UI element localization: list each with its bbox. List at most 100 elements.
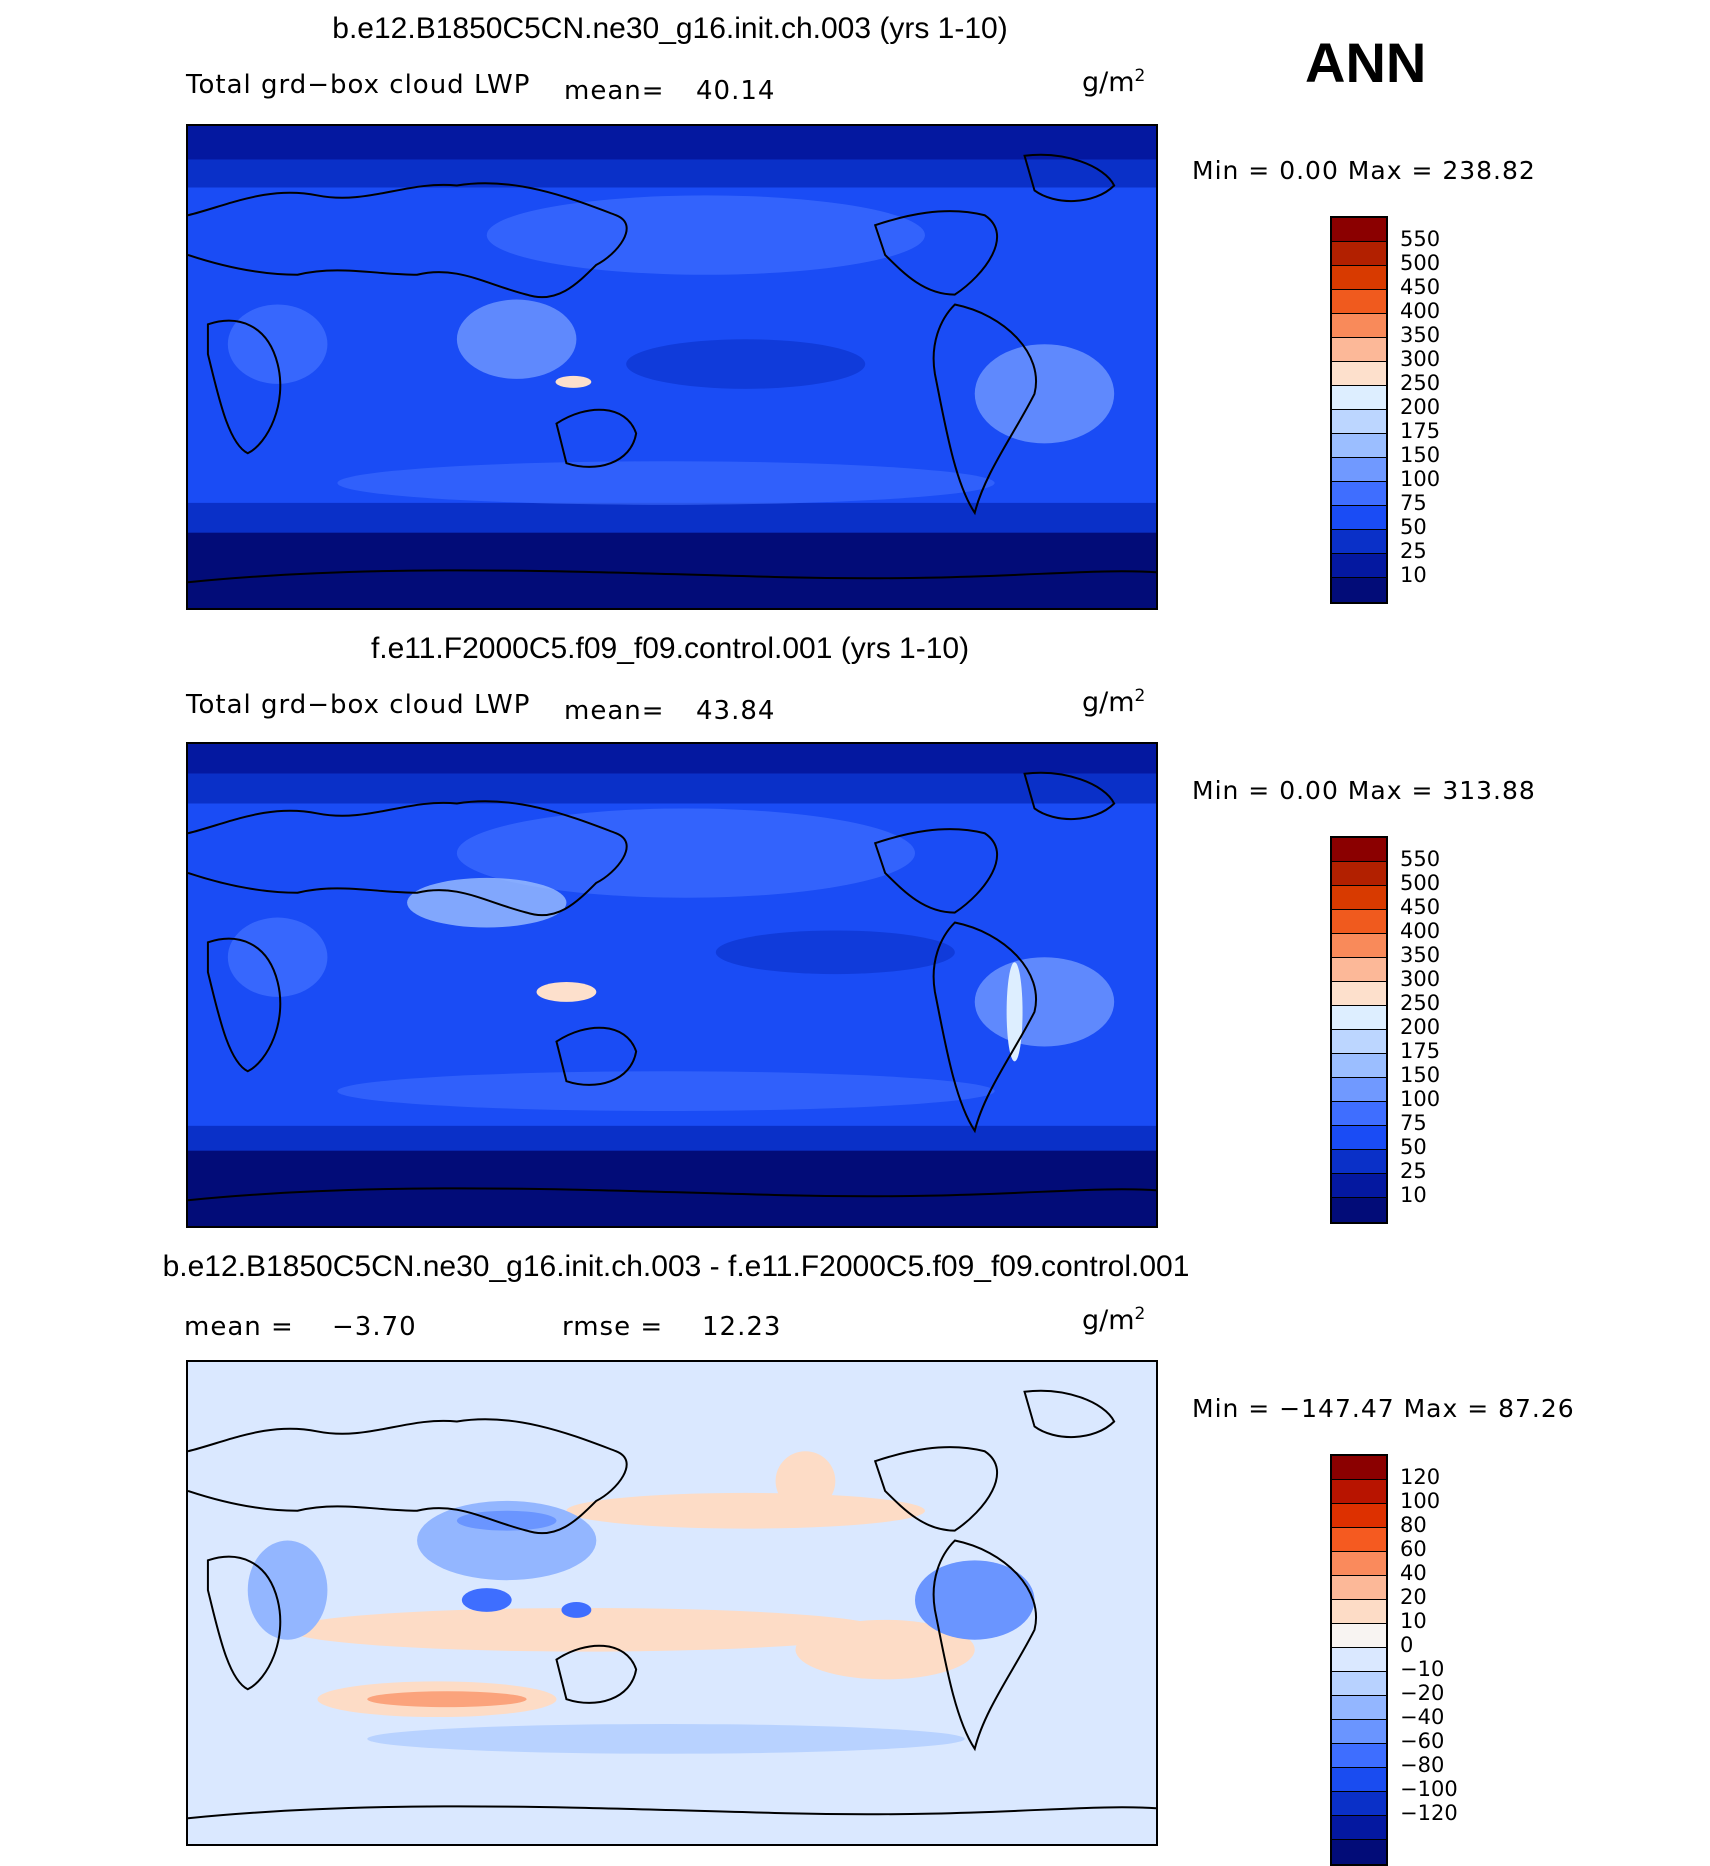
- colorbar-swatch: [1332, 1744, 1386, 1768]
- colorbar-label: 500: [1400, 251, 1441, 275]
- panel-3-mean-label: mean =: [184, 1312, 294, 1342]
- colorbar-label: 450: [1400, 895, 1441, 919]
- colorbar-swatch: [1332, 386, 1386, 410]
- colorbar-label: 50: [1400, 1135, 1427, 1159]
- colorbar-swatch: [1332, 934, 1386, 958]
- colorbar-label: 350: [1400, 943, 1441, 967]
- panel-3-minmax: Min = −147.47 Max = 87.26: [1192, 1394, 1575, 1423]
- colorbar-swatch: [1332, 1624, 1386, 1648]
- colorbar-swatch: [1332, 506, 1386, 530]
- panel-3-map-svg: [188, 1362, 1156, 1844]
- panel-1-mean-label: mean=: [564, 76, 665, 106]
- panel-1-map: [186, 124, 1158, 610]
- colorbar-swatch: [1332, 434, 1386, 458]
- colorbar-swatch: [1332, 1102, 1386, 1126]
- colorbar-swatch: [1332, 458, 1386, 482]
- colorbar-swatch: [1332, 1600, 1386, 1624]
- colorbar-label: −10: [1400, 1657, 1445, 1681]
- colorbar-label: 0: [1400, 1633, 1414, 1657]
- colorbar-label: 25: [1400, 539, 1427, 563]
- colorbar-label: 250: [1400, 371, 1441, 395]
- colorbar-swatch: [1332, 1174, 1386, 1198]
- colorbar-swatch: [1332, 1528, 1386, 1552]
- panel-1-units: g/m2: [1082, 66, 1146, 98]
- colorbar-label: −100: [1400, 1777, 1458, 1801]
- colorbar-label: 175: [1400, 419, 1441, 443]
- colorbar-swatch: [1332, 218, 1386, 242]
- colorbar-label: 100: [1400, 1087, 1441, 1111]
- colorbar-swatch: [1332, 1078, 1386, 1102]
- panel-3-title: b.e12.B1850C5CN.ne30_g16.init.ch.003 - f…: [162, 1250, 1190, 1283]
- season-label: ANN: [1305, 31, 1427, 94]
- panel-3-map: [186, 1360, 1158, 1846]
- colorbar-label: −120: [1400, 1801, 1458, 1825]
- colorbar-label: 450: [1400, 275, 1441, 299]
- colorbar-swatch: [1332, 1006, 1386, 1030]
- colorbar-label: 10: [1400, 563, 1427, 587]
- colorbar-swatch: [1332, 1480, 1386, 1504]
- colorbar-swatch: [1332, 1054, 1386, 1078]
- panel-2-colorbar-boxes: [1330, 836, 1388, 1224]
- colorbar-swatch: [1332, 1456, 1386, 1480]
- colorbar-label: 40: [1400, 1561, 1427, 1585]
- colorbar-swatch: [1332, 1504, 1386, 1528]
- colorbar-swatch: [1332, 910, 1386, 934]
- colorbar-swatch: [1332, 290, 1386, 314]
- colorbar-label: 120: [1400, 1465, 1441, 1489]
- colorbar-label: 10: [1400, 1609, 1427, 1633]
- colorbar-swatch: [1332, 1768, 1386, 1792]
- panel-2-minmax: Min = 0.00 Max = 313.88: [1192, 776, 1536, 805]
- panel-2-title: f.e11.F2000C5.f09_f09.control.001 (yrs 1…: [370, 632, 970, 665]
- colorbar-swatch: [1332, 1696, 1386, 1720]
- colorbar-label: 75: [1400, 1111, 1427, 1135]
- colorbar-swatch: [1332, 1126, 1386, 1150]
- colorbar-swatch: [1332, 266, 1386, 290]
- panel-1-map-svg: [188, 126, 1156, 608]
- colorbar-swatch: [1332, 1150, 1386, 1174]
- colorbar-label: 80: [1400, 1513, 1427, 1537]
- colorbar-label: 60: [1400, 1537, 1427, 1561]
- colorbar-label: 250: [1400, 991, 1441, 1015]
- panel-1-variable: Total grd−box cloud LWP: [186, 70, 531, 100]
- colorbar-swatch: [1332, 838, 1386, 862]
- colorbar-label: 200: [1400, 395, 1441, 419]
- colorbar-swatch: [1332, 314, 1386, 338]
- panel-2-map: [186, 742, 1158, 1228]
- panel-3-colorbar-boxes: [1330, 1454, 1388, 1866]
- colorbar-swatch: [1332, 1672, 1386, 1696]
- panel-3-mean-value: −3.70: [332, 1312, 417, 1342]
- colorbar-label: 75: [1400, 491, 1427, 515]
- colorbar-swatch: [1332, 1552, 1386, 1576]
- colorbar-label: −40: [1400, 1705, 1445, 1729]
- panel-2-units: g/m2: [1082, 686, 1146, 718]
- colorbar-swatch: [1332, 982, 1386, 1006]
- panel-1-colorbar-boxes: [1330, 216, 1388, 604]
- colorbar-label: 100: [1400, 467, 1441, 491]
- panel-2-map-svg: [188, 744, 1156, 1226]
- panel-3-rmse-label: rmse =: [562, 1312, 664, 1342]
- colorbar-swatch: [1332, 1792, 1386, 1816]
- panel-1-title: b.e12.B1850C5CN.ne30_g16.init.ch.003 (yr…: [332, 12, 1008, 45]
- colorbar-label: 300: [1400, 347, 1441, 371]
- colorbar-swatch: [1332, 338, 1386, 362]
- colorbar-swatch: [1332, 530, 1386, 554]
- colorbar-label: −20: [1400, 1681, 1445, 1705]
- colorbar-swatch: [1332, 242, 1386, 266]
- colorbar-swatch: [1332, 886, 1386, 910]
- colorbar-label: 100: [1400, 1489, 1441, 1513]
- colorbar-label: 10: [1400, 1183, 1427, 1207]
- colorbar-swatch: [1332, 482, 1386, 506]
- panel-1-minmax: Min = 0.00 Max = 238.82: [1192, 156, 1536, 185]
- colorbar-label: 300: [1400, 967, 1441, 991]
- colorbar-label: 500: [1400, 871, 1441, 895]
- colorbar-swatch: [1332, 554, 1386, 578]
- colorbar-swatch: [1332, 1720, 1386, 1744]
- colorbar-label: 200: [1400, 1015, 1441, 1039]
- colorbar-label: 150: [1400, 1063, 1441, 1087]
- colorbar-label: 25: [1400, 1159, 1427, 1183]
- colorbar-label: 350: [1400, 323, 1441, 347]
- colorbar-label: 150: [1400, 443, 1441, 467]
- panel-2-mean-value: 43.84: [696, 696, 776, 726]
- colorbar-swatch: [1332, 410, 1386, 434]
- colorbar-label: 400: [1400, 919, 1441, 943]
